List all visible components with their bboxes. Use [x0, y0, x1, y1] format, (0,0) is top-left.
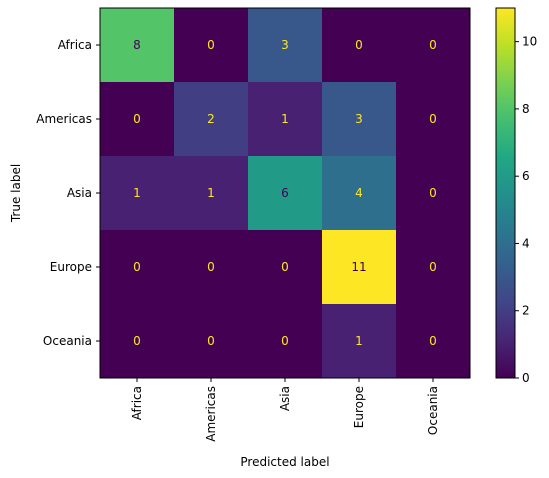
- cell-europe-americas: [174, 230, 249, 305]
- cell-value-label: 1: [133, 186, 141, 200]
- cell-value-label: 0: [429, 260, 437, 274]
- cell-oceania-africa: [100, 304, 175, 379]
- cell-africa-europe: [322, 8, 397, 83]
- cell-asia-asia: [248, 156, 323, 231]
- cell-value-label: 1: [207, 186, 215, 200]
- cell-africa-asia: [248, 8, 323, 83]
- y-tick-label-asia: Asia: [67, 186, 92, 200]
- cell-value-label: 0: [429, 186, 437, 200]
- cell-oceania-americas: [174, 304, 249, 379]
- cell-oceania-asia: [248, 304, 323, 379]
- cell-value-label: 0: [133, 112, 141, 126]
- y-tick-label-oceania: Oceania: [43, 334, 92, 348]
- cell-value-label: 1: [355, 334, 363, 348]
- colorbar-tick-label: 8: [522, 102, 530, 116]
- cell-americas-oceania: [396, 82, 471, 157]
- x-tick-label-americas: Americas: [204, 386, 218, 442]
- cell-value-label: 0: [355, 38, 363, 52]
- cell-value-label: 2: [207, 112, 215, 126]
- cell-value-label: 1: [281, 112, 289, 126]
- cell-value-label: 11: [351, 260, 366, 274]
- colorbar-tick-label: 2: [522, 304, 530, 318]
- cell-europe-asia: [248, 230, 323, 305]
- colorbar-tick-label: 10: [522, 35, 537, 49]
- colorbar-tick-label: 0: [522, 371, 530, 385]
- cell-americas-asia: [248, 82, 323, 157]
- cell-asia-africa: [100, 156, 175, 231]
- cell-value-label: 0: [281, 334, 289, 348]
- cell-value-label: 0: [429, 38, 437, 52]
- x-axis-title: Predicted label: [240, 455, 329, 469]
- cell-europe-oceania: [396, 230, 471, 305]
- cell-africa-africa: [100, 8, 175, 83]
- colorbar-ticks: 0 2 4 6 8 10: [515, 35, 537, 385]
- x-tick-label-africa: Africa: [130, 386, 144, 420]
- cell-europe-europe: [322, 230, 397, 305]
- x-tick-label-europe: Europe: [352, 386, 366, 428]
- cell-asia-oceania: [396, 156, 471, 231]
- colorbar-gradient: [495, 7, 516, 379]
- y-axis-title: True label: [9, 164, 23, 223]
- y-tick-label-americas: Americas: [36, 112, 92, 126]
- cell-value-label: 0: [429, 334, 437, 348]
- cell-oceania-oceania: [396, 304, 471, 379]
- cell-value-label: 0: [281, 260, 289, 274]
- cell-americas-americas: [174, 82, 249, 157]
- x-axis-ticks: Africa Americas Asia Europe Oceania: [130, 378, 440, 442]
- colorbar-tick-label: 6: [522, 169, 530, 183]
- cell-value-label: 8: [133, 38, 141, 52]
- heatmap-cells: [100, 8, 471, 379]
- cell-africa-oceania: [396, 8, 471, 83]
- cell-europe-africa: [100, 230, 175, 305]
- x-tick-label-asia: Asia: [278, 386, 292, 411]
- cell-oceania-europe: [322, 304, 397, 379]
- cell-value-label: 4: [355, 186, 363, 200]
- cell-value-label: 3: [281, 38, 289, 52]
- colorbar-tick-label: 4: [522, 236, 530, 250]
- cell-value-label: 0: [133, 334, 141, 348]
- colorbar: 0 2 4 6 8 10: [495, 7, 537, 385]
- cell-value-label: 0: [133, 260, 141, 274]
- y-tick-label-africa: Africa: [58, 38, 92, 52]
- cell-asia-americas: [174, 156, 249, 231]
- cell-value-label: 6: [281, 186, 289, 200]
- cell-asia-europe: [322, 156, 397, 231]
- x-tick-label-oceania: Oceania: [426, 386, 440, 435]
- y-tick-label-europe: Europe: [50, 260, 92, 274]
- y-axis-ticks: Africa Americas Asia Europe Oceania: [36, 38, 100, 348]
- cell-americas-africa: [100, 82, 175, 157]
- cell-value-label: 3: [355, 112, 363, 126]
- cell-africa-americas: [174, 8, 249, 83]
- cell-value-labels: 8 0 3 0 00 2 1 3 01 1 6 4 00 0 0 11 00 0 0 1 0: [133, 38, 437, 348]
- cell-value-label: 0: [207, 334, 215, 348]
- cell-value-label: 0: [207, 260, 215, 274]
- cell-value-label: 0: [429, 112, 437, 126]
- cell-americas-europe: [322, 82, 397, 157]
- cell-value-label: 0: [207, 38, 215, 52]
